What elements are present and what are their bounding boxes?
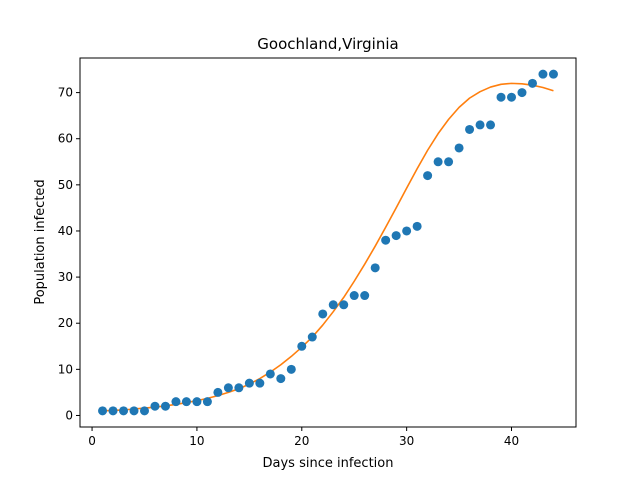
data-point: [475, 120, 485, 130]
data-point: [538, 69, 548, 79]
data-point: [223, 383, 233, 393]
data-point: [202, 397, 212, 407]
y-tick-label: 10: [58, 362, 73, 376]
data-point: [548, 69, 558, 79]
data-point: [391, 231, 401, 241]
chart-title: Goochland,Virginia: [257, 35, 398, 53]
data-point: [339, 300, 349, 310]
data-point: [444, 157, 454, 167]
points-layer: [98, 69, 558, 416]
data-point: [412, 221, 422, 231]
data-point: [360, 291, 370, 301]
data-point: [328, 300, 338, 310]
data-point: [265, 369, 275, 379]
data-point: [108, 406, 118, 416]
data-point: [454, 143, 464, 153]
x-tick-label: 40: [504, 434, 519, 448]
data-point: [119, 406, 129, 416]
data-point: [318, 309, 328, 319]
x-axis: 0 10 20 30 40: [88, 427, 519, 448]
data-point: [307, 332, 317, 342]
data-point: [171, 397, 181, 407]
data-point: [349, 291, 359, 301]
y-tick-label: 0: [65, 408, 73, 422]
fit-curve: [102, 82, 554, 412]
data-point: [465, 124, 475, 134]
data-point: [433, 157, 443, 167]
x-tick-label: 20: [294, 434, 309, 448]
y-tick-label: 60: [58, 132, 73, 146]
y-tick-label: 40: [58, 224, 73, 238]
data-point: [160, 401, 170, 411]
data-point: [139, 406, 149, 416]
data-point: [192, 397, 202, 407]
y-tick-label: 50: [58, 178, 73, 192]
data-point: [370, 263, 380, 273]
data-point: [150, 401, 160, 411]
y-axis-label: Population infected: [33, 179, 48, 304]
data-point: [98, 406, 108, 416]
y-axis: 0 10 20 30 40 50 60 70: [58, 86, 80, 422]
data-point: [381, 235, 391, 245]
data-point: [213, 387, 223, 397]
data-point: [129, 406, 139, 416]
data-point: [517, 88, 527, 98]
x-axis-label: Days since infection: [263, 456, 394, 471]
data-point: [244, 378, 254, 388]
data-point: [423, 171, 433, 181]
plot-area-frame: [79, 57, 577, 428]
data-point: [297, 341, 307, 351]
x-tick-label: 0: [88, 434, 96, 448]
data-point: [486, 120, 496, 130]
fit-line-layer: [102, 82, 554, 412]
data-point: [507, 92, 517, 102]
y-tick-label: 30: [58, 270, 73, 284]
data-point: [527, 78, 537, 88]
y-tick-label: 70: [58, 86, 73, 100]
data-point: [496, 92, 506, 102]
data-point: [234, 383, 244, 393]
x-tick-label: 10: [189, 434, 204, 448]
data-point: [181, 397, 191, 407]
y-tick-label: 20: [58, 316, 73, 330]
data-point: [286, 364, 296, 374]
data-point: [276, 374, 286, 384]
x-tick-label: 30: [399, 434, 414, 448]
data-point: [255, 378, 265, 388]
data-point: [402, 226, 412, 236]
